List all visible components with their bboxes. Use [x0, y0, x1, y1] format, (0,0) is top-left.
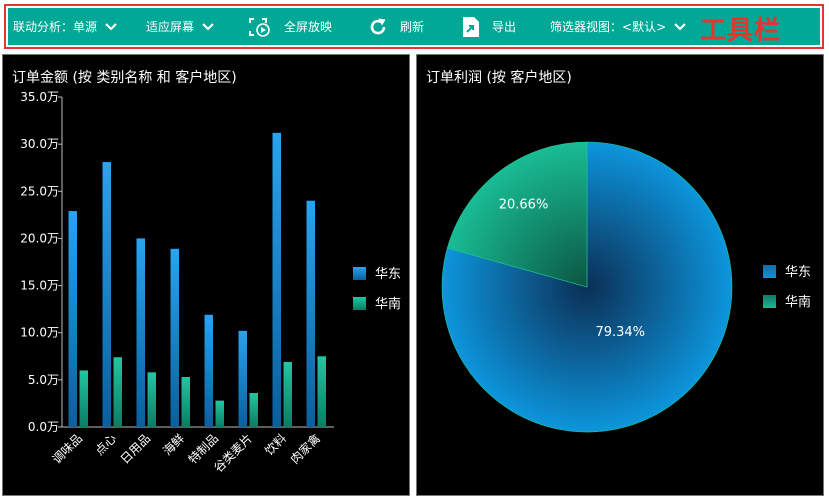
bar-huadong	[204, 314, 213, 427]
legend-swatch	[763, 265, 776, 278]
bar-huadong	[136, 238, 145, 427]
legend-label: 华南	[375, 296, 401, 312]
legend-label: 华南	[785, 294, 811, 310]
toolbar-annotation-tag: 工具栏	[700, 16, 782, 46]
y-tick-label: 30.0万	[20, 137, 59, 151]
y-tick-label: 0.0万	[28, 420, 59, 434]
fit-screen-dropdown[interactable]: 适应屏幕	[146, 8, 214, 45]
x-tick-label: 饮料	[262, 431, 289, 458]
bar-huanan	[181, 377, 190, 427]
bar-huanan	[215, 400, 224, 427]
pie-chart-title: 订单利润 (按 客户地区)	[426, 70, 572, 86]
legend-swatch	[353, 267, 366, 280]
x-tick-label: 谷类麦片	[211, 431, 255, 475]
bar-huanan	[113, 357, 122, 427]
fit-screen-label: 适应屏幕	[146, 20, 195, 34]
bar-huadong	[170, 248, 179, 427]
legend-swatch	[353, 297, 366, 310]
pie-chart-panel: 订单利润 (按 客户地区) 79.34% 20.66% 华东华南	[416, 54, 824, 496]
x-tick-label: 日用品	[118, 431, 153, 466]
refresh-icon	[370, 18, 386, 34]
y-tick-label: 35.0万	[20, 90, 59, 104]
bar-huadong	[238, 330, 247, 427]
bar-huadong	[272, 132, 281, 427]
linkage-analysis-dropdown[interactable]: 联动分析： 单源	[13, 8, 117, 45]
y-tick-label: 15.0万	[20, 279, 59, 293]
pie-slice-label: 79.34%	[595, 325, 645, 340]
pie-slice-label: 20.66%	[499, 197, 549, 212]
pie-slice	[446, 141, 588, 288]
bar-huanan	[317, 356, 326, 427]
bar-huadong	[306, 200, 315, 427]
x-tick-label: 海鲜	[160, 431, 188, 459]
refresh-label: 刷新	[400, 20, 425, 34]
bar-huanan	[147, 372, 156, 427]
linkage-analysis-label: 联动分析：	[13, 20, 74, 34]
y-tick-label: 10.0万	[20, 326, 59, 340]
linkage-analysis-value: 单源	[73, 20, 98, 34]
bar-huanan	[79, 370, 88, 427]
legend-label: 华东	[785, 265, 811, 280]
bar-huadong	[102, 162, 111, 428]
bar-huadong	[68, 211, 77, 427]
chevron-down-icon	[105, 22, 117, 30]
bar-chart-title: 订单金额 (按 类别名称 和 客户地区)	[12, 70, 237, 86]
fullscreen-button[interactable]: 全屏放映	[248, 8, 332, 45]
refresh-button[interactable]: 刷新	[368, 8, 424, 45]
export-icon	[463, 16, 479, 37]
fullscreen-label: 全屏放映	[284, 20, 333, 34]
chevron-down-icon	[202, 22, 214, 30]
legend-label: 华东	[375, 267, 401, 282]
filter-view-label: 筛选器视图：	[550, 20, 623, 34]
filter-view-dropdown[interactable]: 筛选器视图： <默认>	[550, 8, 686, 45]
y-tick-label: 5.0万	[28, 373, 59, 387]
filter-view-value: <默认>	[622, 20, 667, 34]
toolbar: 联动分析： 单源 适应屏幕 全屏放映 刷新	[4, 4, 824, 49]
x-tick-label: 调味品	[50, 431, 85, 466]
chevron-down-icon	[674, 22, 686, 30]
export-button[interactable]: 导出	[462, 8, 516, 45]
toolbar-bar: 联动分析： 单源 适应屏幕 全屏放映 刷新	[8, 8, 820, 45]
bar-huanan	[283, 361, 292, 427]
bar-chart-panel: 订单金额 (按 类别名称 和 客户地区) 35.0万 30.0万 25.0万 20.0…	[2, 54, 410, 496]
bar-chart: 35.0万 30.0万 25.0万 20.0万 15.0万 10.0万 5.0万 0.0万调味…	[20, 90, 401, 475]
x-tick-label: 肉家禽	[287, 431, 323, 467]
x-tick-label: 点心	[92, 431, 119, 458]
bar-huanan	[249, 393, 258, 427]
y-tick-label: 25.0万	[20, 184, 59, 198]
legend-swatch	[763, 295, 776, 308]
export-label: 导出	[492, 20, 517, 34]
fullscreen-play-icon	[249, 17, 270, 37]
y-tick-label: 20.0万	[20, 231, 59, 245]
